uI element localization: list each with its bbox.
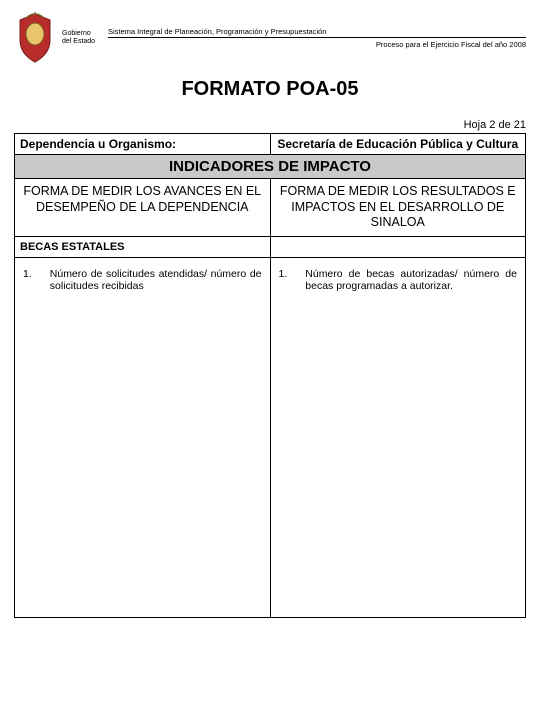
document-header: Gobierno del Estado Sistema Integral de … xyxy=(14,12,526,64)
right-item: 1. Número de becas autorizadas/ número d… xyxy=(279,268,518,292)
dependencia-label: Dependencia u Organismo: xyxy=(15,134,271,155)
left-content-cell: 1. Número de solicitudes atendidas/ núme… xyxy=(15,257,271,617)
dependencia-row: Dependencia u Organismo: Secretaría de E… xyxy=(15,134,526,155)
page-number: Hoja 2 de 21 xyxy=(14,119,526,131)
subheader-left: BECAS ESTATALES xyxy=(15,236,271,257)
gov-line1: Gobierno xyxy=(62,30,102,38)
proceso-text: Proceso para el Ejercicio Fiscal del año… xyxy=(108,40,526,49)
right-item-text: Número de becas autorizadas/ número de b… xyxy=(305,268,517,292)
section-header-row: INDICADORES DE IMPACTO xyxy=(15,155,526,179)
government-label: Gobierno del Estado xyxy=(62,30,102,45)
left-item-number: 1. xyxy=(23,268,32,292)
left-column-header: FORMA DE MEDIR LOS AVANCES EN EL DESEMPE… xyxy=(15,179,271,237)
sistema-text: Sistema Integral de Planeación, Programa… xyxy=(108,27,526,37)
right-content-cell: 1. Número de becas autorizadas/ número d… xyxy=(270,257,526,617)
left-item-text: Número de solicitudes atendidas/ número … xyxy=(50,268,262,292)
form-title: FORMATO POA-05 xyxy=(14,78,526,101)
dependencia-value: Secretaría de Educación Pública y Cultur… xyxy=(270,134,526,155)
left-item: 1. Número de solicitudes atendidas/ núme… xyxy=(23,268,262,292)
subheader-row: BECAS ESTATALES xyxy=(15,236,526,257)
column-headers-row: FORMA DE MEDIR LOS AVANCES EN EL DESEMPE… xyxy=(15,179,526,237)
subheader-right xyxy=(270,236,526,257)
right-item-number: 1. xyxy=(279,268,288,292)
header-sistema-line: Sistema Integral de Planeación, Programa… xyxy=(108,27,526,38)
content-row: 1. Número de solicitudes atendidas/ núme… xyxy=(15,257,526,617)
main-table: Dependencia u Organismo: Secretaría de E… xyxy=(14,133,526,618)
section-title: INDICADORES DE IMPACTO xyxy=(15,155,526,179)
gov-line2: del Estado xyxy=(62,38,102,46)
state-seal-icon xyxy=(14,12,56,64)
right-column-header: FORMA DE MEDIR LOS RESULTADOS E IMPACTOS… xyxy=(270,179,526,237)
